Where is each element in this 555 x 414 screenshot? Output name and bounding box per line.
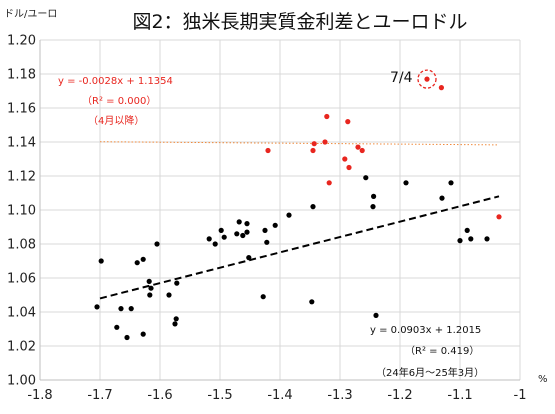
data-point-black xyxy=(124,334,130,341)
data-point-red xyxy=(355,144,361,150)
trendline-red xyxy=(99,141,500,146)
data-point-red xyxy=(424,76,430,82)
data-point-red xyxy=(311,141,317,147)
data-point-black xyxy=(246,255,252,261)
black-trend-r2: （R² = 0.419） xyxy=(405,345,479,357)
data-point-black xyxy=(94,304,100,310)
data-point-black xyxy=(174,280,180,286)
data-point-red xyxy=(326,180,332,186)
data-point-red xyxy=(322,139,328,145)
data-point-black xyxy=(218,227,224,233)
data-point-red xyxy=(324,113,330,120)
red-trend-equation: y = -0.0028x + 1.1354 xyxy=(58,76,173,87)
data-point-black xyxy=(166,292,172,298)
data-point-red xyxy=(345,119,351,125)
x-tick-label: -1.8 xyxy=(27,388,52,403)
data-point-black xyxy=(221,234,227,240)
data-point-black xyxy=(172,321,178,327)
data-point-black xyxy=(212,241,218,247)
data-point-black xyxy=(236,219,242,225)
data-point-black xyxy=(403,180,409,186)
data-point-black xyxy=(173,316,179,322)
data-point-black xyxy=(98,258,104,264)
data-point-red xyxy=(342,156,348,162)
data-point-black xyxy=(118,306,124,312)
data-points xyxy=(94,76,502,341)
data-point-red xyxy=(496,214,502,220)
x-tick-label: -1.2 xyxy=(387,388,412,403)
data-point-black xyxy=(140,331,146,337)
trendline-black xyxy=(99,195,500,300)
data-point-black xyxy=(439,195,445,201)
data-point-black xyxy=(457,238,463,244)
data-point-black xyxy=(286,212,292,218)
data-point-black xyxy=(484,236,490,242)
x-tick-label: -1.5 xyxy=(207,388,232,403)
black-trend-equation: y = 0.0903x + 1.2015 xyxy=(370,325,481,336)
data-point-black xyxy=(140,256,146,262)
x-tick-label: -1.4 xyxy=(267,388,292,403)
data-point-black xyxy=(147,292,153,298)
y-tick-label: 1.02 xyxy=(7,340,36,355)
y-tick-label: 1.20 xyxy=(7,34,36,49)
data-point-black xyxy=(154,241,160,247)
data-point-black xyxy=(464,227,470,233)
y-tick-label: 1.12 xyxy=(7,170,36,185)
x-tick-label: -1.1 xyxy=(447,388,472,403)
x-tick-label: -1.6 xyxy=(147,388,172,403)
data-point-black xyxy=(146,278,152,284)
highlight-label-7-4: 7/4 xyxy=(390,70,413,86)
x-axis-unit-label: % xyxy=(538,374,548,385)
y-tick-label: 1.10 xyxy=(7,204,36,219)
trendlines xyxy=(99,141,500,300)
data-point-red xyxy=(346,164,352,171)
data-point-black xyxy=(260,294,266,300)
data-point-black xyxy=(309,299,315,305)
y-tick-label: 1.14 xyxy=(7,136,36,151)
x-tick-label: -1.7 xyxy=(87,388,112,403)
data-point-black xyxy=(128,306,134,312)
y-tick-label: 1.08 xyxy=(7,238,36,253)
data-point-black xyxy=(272,222,278,228)
x-tick-label: -1.3 xyxy=(327,388,352,403)
data-point-red xyxy=(438,85,444,91)
data-point-black xyxy=(363,175,369,181)
y-tick-label: 1.18 xyxy=(7,68,36,83)
data-point-black xyxy=(264,239,270,245)
data-point-black xyxy=(206,236,212,242)
data-point-black xyxy=(134,260,140,266)
data-point-black xyxy=(244,229,250,235)
data-point-black xyxy=(310,204,316,210)
data-point-black xyxy=(244,221,250,227)
data-point-black xyxy=(448,180,454,186)
black-trend-period: （24年6月～25年3月） xyxy=(376,366,484,379)
data-point-black xyxy=(114,324,120,330)
data-point-red xyxy=(310,147,316,154)
data-point-black xyxy=(371,193,377,199)
data-point-black xyxy=(468,236,474,242)
y-tick-label: 1.00 xyxy=(7,374,36,389)
red-trend-period: （4月以降） xyxy=(88,114,144,127)
chart-title: 図2：独米長期実質金利差とユーロドル xyxy=(132,11,467,33)
y-tick-label: 1.16 xyxy=(7,102,36,117)
data-point-black xyxy=(240,232,246,239)
data-point-red xyxy=(265,147,271,154)
axes: -1.8 -1.7 -1.6 -1.5 -1.4 -1.3 -1.2 -1.1 -1 1.00 1.… xyxy=(7,34,526,404)
data-point-black xyxy=(370,204,376,210)
red-trend-r2: （R² = 0.000） xyxy=(82,95,156,107)
data-point-black xyxy=(234,231,240,237)
y-tick-label: 1.04 xyxy=(7,306,36,321)
data-point-black xyxy=(373,312,379,318)
data-point-black xyxy=(262,227,268,233)
highlight-ring xyxy=(417,69,437,89)
x-tick-label: -1 xyxy=(514,388,527,403)
data-point-red xyxy=(359,147,365,154)
y-tick-label: 1.06 xyxy=(7,272,36,287)
y-axis-unit-label: ドル/ユーロ xyxy=(4,9,57,20)
data-point-black xyxy=(148,285,154,291)
